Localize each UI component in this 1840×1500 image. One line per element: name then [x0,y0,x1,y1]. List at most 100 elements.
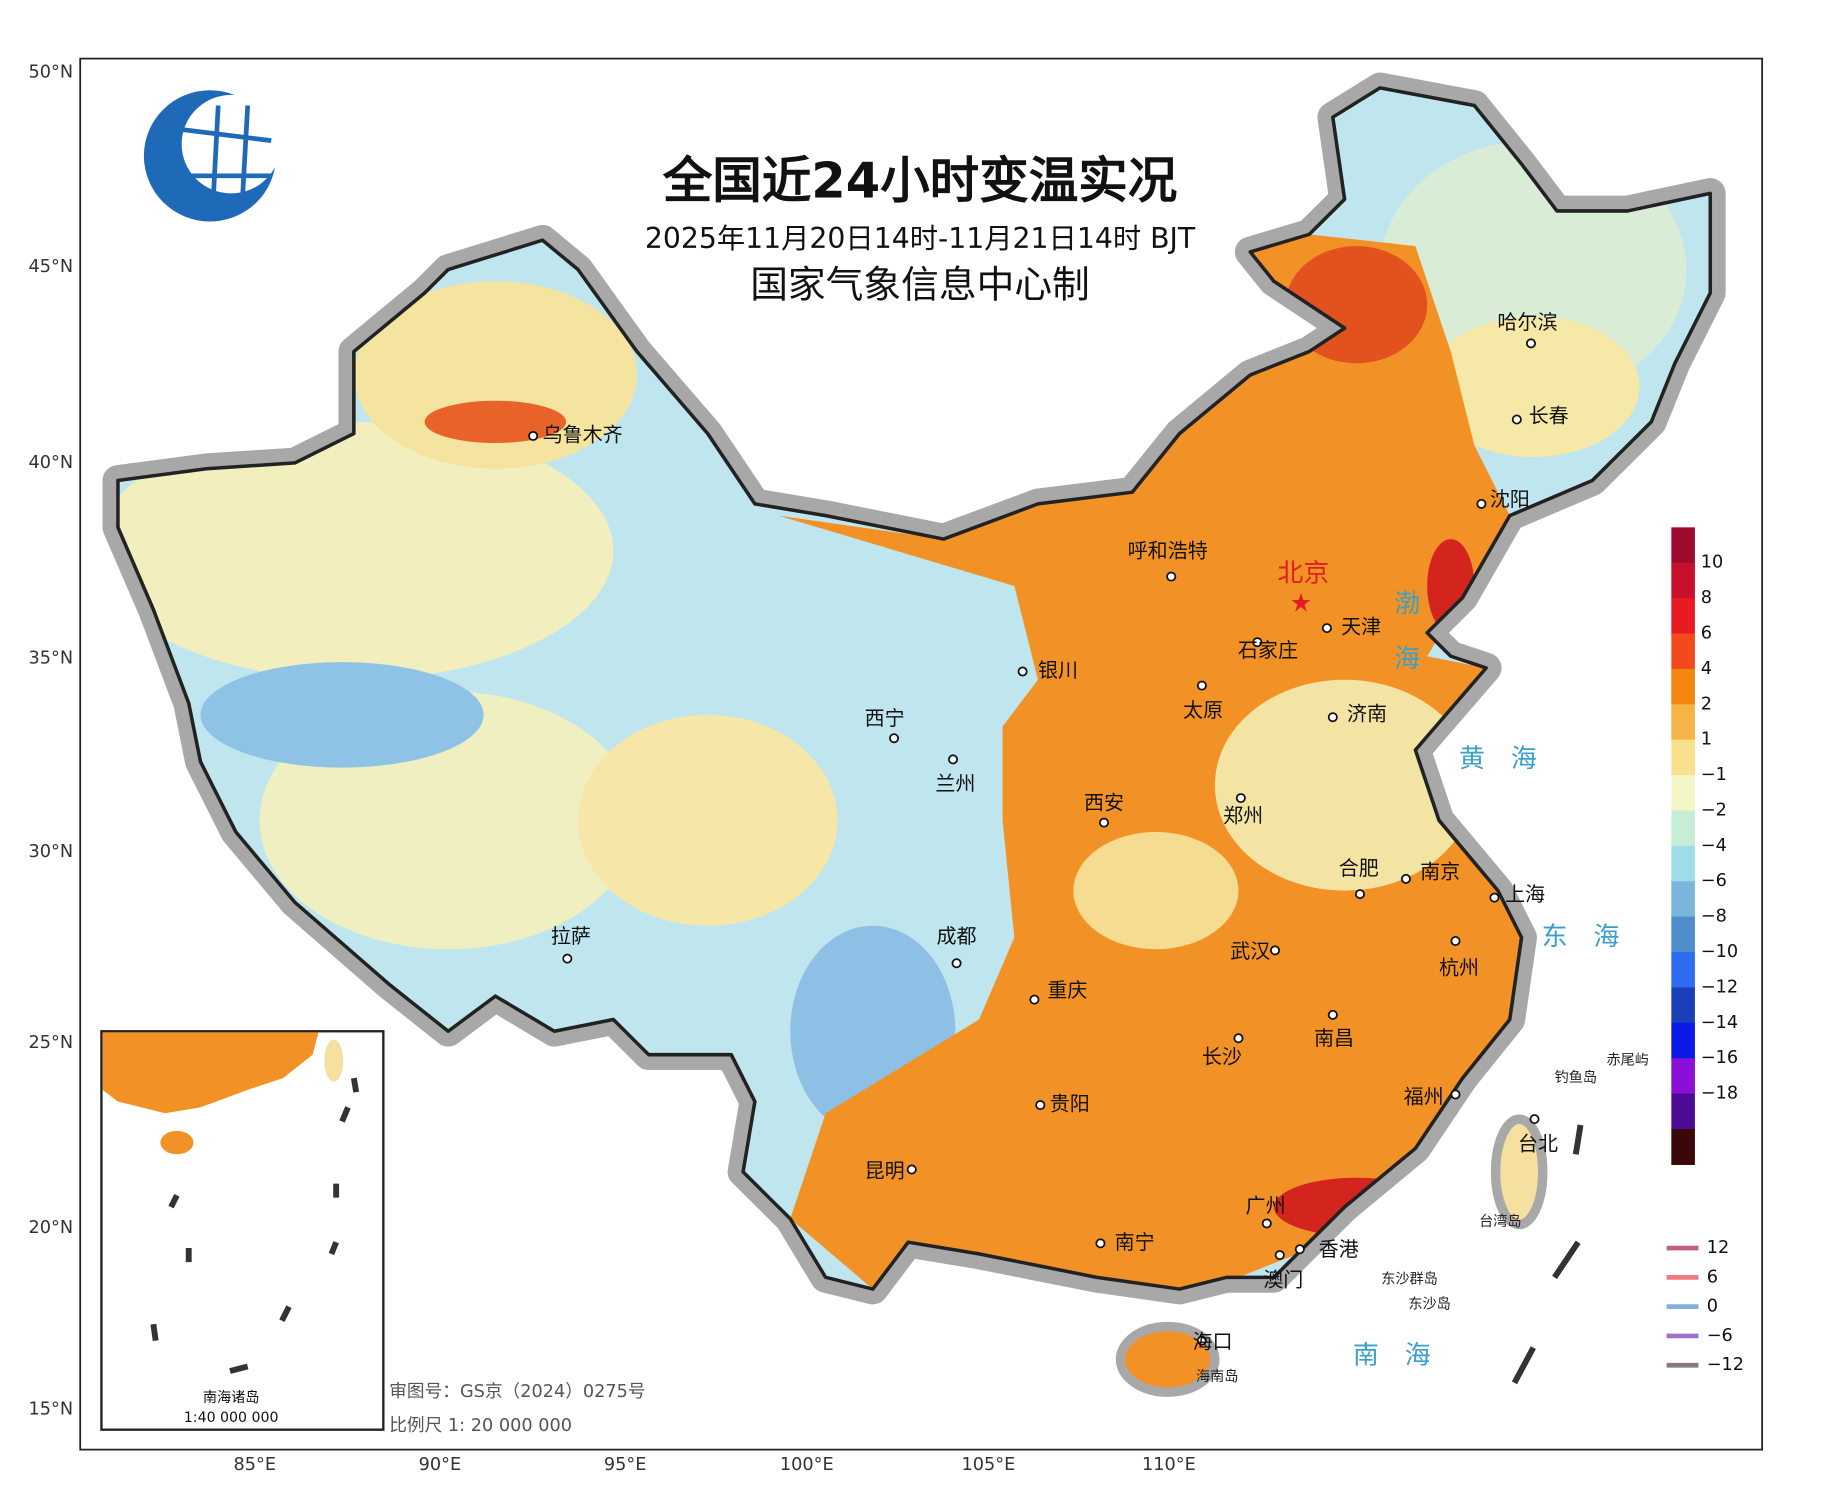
latitude-label: 35°N [29,649,74,669]
legend-label: 1 [1701,730,1712,750]
island-label: 东沙岛 [1408,1296,1450,1312]
city-label: 长春 [1529,404,1569,428]
city-marker [1196,1335,1207,1346]
city-marker [1270,945,1281,956]
legend-label: −12 [1701,977,1738,997]
city-marker [1354,889,1365,900]
city-label: 呼和浩特 [1128,538,1208,562]
city-label: 石家庄 [1238,638,1298,662]
legend-label: 8 [1701,588,1712,608]
contour-label: 12 [1707,1238,1730,1258]
city-marker [1476,498,1487,509]
city-label: 台北 [1518,1131,1558,1155]
city-label: 贵阳 [1050,1092,1090,1116]
latitude-label: 20°N [29,1218,74,1238]
city-marker [562,953,573,964]
logo [143,90,281,222]
city-marker [1525,338,1536,349]
city-marker [1035,1100,1046,1111]
legend-label: 10 [1701,553,1724,573]
inset-title: 南海诸岛 [203,1390,260,1406]
sea-label: 渤 [1394,589,1420,619]
city-label: 哈尔滨 [1497,310,1557,334]
latitude-label: 45°N [29,257,74,277]
city-label: 天津 [1341,615,1381,639]
sea-label: 南 海 [1353,1340,1431,1370]
sea-label: 海 [1394,644,1420,674]
city-marker [528,430,539,441]
city-label: 上海 [1505,882,1545,906]
city-marker [1029,994,1040,1005]
contour-label: −6 [1707,1326,1733,1346]
city-label: 拉萨 [551,924,591,948]
city-label: 广州 [1246,1194,1286,1218]
sea-label: 东 海 [1542,922,1620,952]
city-label: 南京 [1420,860,1460,884]
city-marker [1294,1244,1305,1255]
legend-swatch [1671,704,1695,741]
city-marker [1450,1089,1461,1100]
city-label: 澳门 [1263,1267,1303,1291]
latitude-label: 25°N [29,1033,74,1053]
city-marker [1450,936,1461,946]
legend-swatch [1671,1128,1695,1165]
city-label: 海口 [1192,1330,1232,1354]
legend-swatch [1671,916,1695,953]
legend-swatch [1671,1022,1695,1059]
latitude-label: 50°N [29,63,74,83]
legend-swatch [1671,668,1695,705]
island-label: 东沙群岛 [1381,1272,1438,1288]
legend-swatch [1671,527,1695,564]
sea-label: 黄 海 [1459,744,1537,774]
city-marker [889,733,900,744]
legend-label: −6 [1701,871,1727,891]
legend-swatch [1671,598,1695,635]
city-marker [1400,873,1411,884]
legend-label: 6 [1701,624,1712,644]
city-marker [1274,1250,1285,1261]
legend-swatch [1671,562,1695,599]
legend-label: 2 [1701,694,1712,714]
legend-swatch [1671,952,1695,989]
city-marker [1327,1009,1338,1020]
longitude-label: 85°E [234,1455,277,1475]
inset-map [102,1032,360,1374]
city-label: 西安 [1084,790,1124,814]
city-marker [1321,623,1332,634]
latitude-label: 40°N [29,453,74,473]
contour-label: 0 [1707,1297,1718,1317]
city-label: 南宁 [1115,1230,1155,1254]
city-label: 南昌 [1314,1026,1354,1050]
legend-label: 4 [1701,659,1712,679]
city-label: 杭州 [1439,956,1479,980]
capital-label: 北京 [1277,559,1329,589]
capital-marker [1291,592,1311,612]
city-label: 太原 [1183,698,1223,722]
city-marker [951,958,962,969]
subtitle: 2025年11月20日14时-11月21日14时 BJT [645,222,1196,255]
contour-label: 6 [1707,1267,1718,1287]
city-marker [1233,1033,1244,1044]
city-label: 沈阳 [1490,487,1530,511]
city-label: 郑州 [1223,803,1263,827]
producer: 国家气象信息中心制 [750,263,1090,307]
longitude-label: 95°E [604,1455,647,1475]
legend-swatch [1671,1058,1695,1095]
city-label: 重庆 [1047,978,1087,1002]
legend-swatch [1671,739,1695,776]
island-label: 海南岛 [1196,1369,1238,1385]
island-label: 钓鱼岛 [1555,1069,1597,1086]
longitude-label: 100°E [780,1455,834,1475]
city-marker [1489,892,1500,903]
legend-swatch [1671,633,1695,670]
inset-scale: 1:40 000 000 [184,1410,279,1426]
longitude-label: 105°E [962,1455,1016,1475]
terrain [71,70,1781,1397]
legend-label: −18 [1701,1084,1738,1104]
city-label: 银川 [1038,658,1078,682]
legend-swatch [1671,810,1695,847]
latitude-label: 15°N [29,1400,74,1420]
city-label: 长沙 [1202,1045,1242,1069]
longitude-label: 110°E [1142,1455,1196,1475]
